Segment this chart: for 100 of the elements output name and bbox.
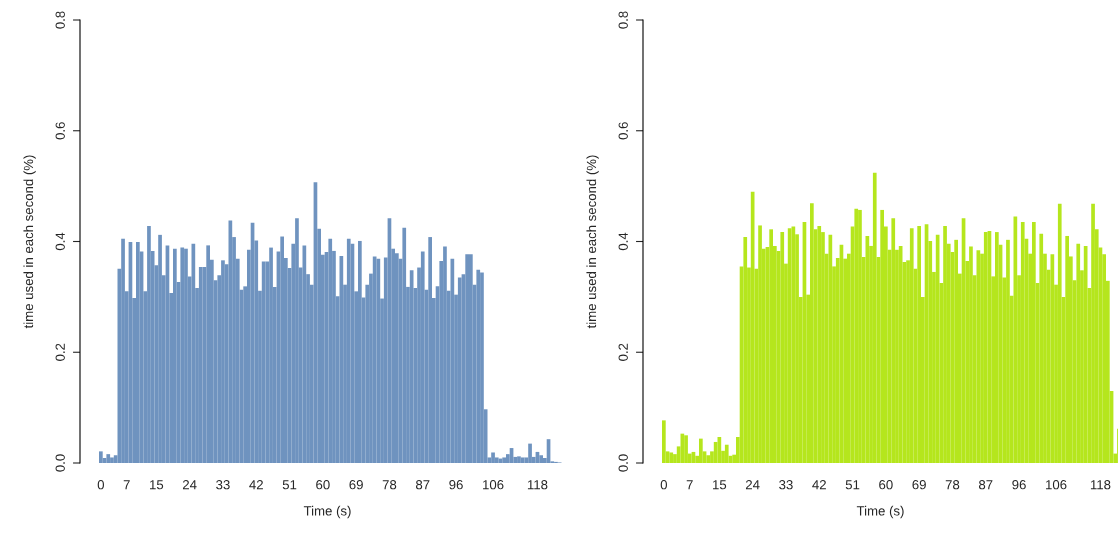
x-tick-label: 106 — [1046, 480, 1067, 490]
bar — [1039, 233, 1044, 463]
bar — [954, 239, 958, 463]
x-tick-label: 78 — [382, 480, 397, 490]
x-tick-label: 0 — [97, 480, 104, 490]
bar — [110, 457, 114, 463]
bar — [1020, 222, 1025, 463]
bar — [717, 436, 722, 463]
bar — [358, 240, 362, 463]
y-tick-label: 0.2 — [55, 343, 65, 361]
x-axis-title: Time (s) — [856, 505, 904, 519]
x-tick-label: 87 — [415, 480, 430, 490]
bar — [1032, 222, 1036, 463]
bar — [1057, 203, 1062, 463]
bar — [1013, 216, 1018, 463]
bar — [817, 226, 822, 463]
bar — [662, 420, 666, 463]
bar — [147, 226, 151, 463]
x-tick-label: 96 — [1012, 480, 1026, 490]
x-tick-label: 42 — [249, 480, 263, 490]
bar — [402, 227, 407, 463]
x-tick-label: 51 — [282, 480, 297, 490]
bar — [539, 455, 543, 463]
bar — [450, 258, 455, 463]
bar — [858, 209, 862, 463]
bar — [261, 261, 266, 463]
x-tick-label: 24 — [182, 480, 197, 490]
bar — [680, 433, 685, 463]
x-tick-label: 87 — [978, 480, 993, 490]
bar — [376, 258, 381, 463]
bar — [428, 237, 432, 463]
bar — [780, 232, 785, 463]
bar — [420, 251, 425, 463]
bar — [865, 235, 870, 463]
bar — [491, 452, 495, 463]
x-tick-label: 33 — [216, 480, 230, 490]
bar — [699, 438, 703, 463]
x-tick-label: 15 — [150, 480, 164, 490]
bar — [909, 228, 914, 463]
bar — [1006, 239, 1010, 463]
bar — [480, 272, 484, 463]
x-tick-label: 106 — [483, 480, 504, 490]
y-axis-title: time used in each second (%) — [23, 155, 36, 329]
bar — [328, 238, 333, 463]
x-tick-label: 69 — [912, 480, 926, 490]
y-tick-label: 0.8 — [55, 11, 65, 29]
y-tick-label: 0.2 — [618, 343, 628, 361]
bar — [969, 246, 973, 463]
y-axis-title: time used in each second (%) — [586, 155, 599, 329]
bar — [669, 452, 674, 463]
bar — [198, 266, 203, 463]
x-tick-label: 60 — [879, 480, 893, 490]
bar — [917, 226, 921, 463]
bar — [1076, 243, 1081, 463]
bar — [1091, 203, 1095, 463]
x-tick-label: 7 — [123, 480, 130, 490]
y-tick-label: 0.8 — [618, 11, 628, 29]
x-tick-label: 51 — [845, 480, 860, 490]
bar — [787, 228, 792, 463]
bar — [457, 277, 462, 463]
x-tick-label: 42 — [812, 480, 826, 490]
bar — [810, 203, 814, 463]
y-tick-label: 0.4 — [618, 232, 628, 251]
x-tick-label: 7 — [686, 480, 693, 490]
bar — [983, 232, 988, 463]
x-tick-label: 118 — [527, 480, 548, 490]
bar — [476, 269, 481, 463]
x-tick-label: 33 — [779, 480, 793, 490]
bar — [99, 451, 103, 463]
bar — [769, 229, 773, 463]
bar — [502, 457, 506, 463]
bar — [106, 454, 111, 463]
bar — [880, 209, 884, 463]
x-tick-label: 78 — [945, 480, 960, 490]
x-tick-label: 118 — [1090, 480, 1111, 490]
x-tick-label: 60 — [316, 480, 330, 490]
bar — [528, 443, 532, 463]
bar — [346, 238, 351, 463]
x-tick-label: 96 — [449, 480, 463, 490]
x-tick-label: 24 — [745, 480, 760, 490]
bar — [520, 457, 525, 463]
bar — [180, 247, 185, 463]
bar — [1065, 235, 1069, 463]
y-tick-label: 0.4 — [55, 232, 65, 251]
bar — [724, 444, 729, 463]
bar — [758, 225, 762, 463]
y-tick-label: 0.6 — [55, 122, 65, 140]
bar — [943, 226, 947, 463]
y-tick-label: 0.6 — [618, 122, 628, 140]
x-tick-label: 15 — [713, 480, 727, 490]
bar — [684, 435, 688, 463]
x-tick-label: 0 — [660, 480, 667, 490]
y-tick-label: 0.0 — [618, 454, 628, 472]
bar — [409, 270, 414, 463]
bar — [743, 237, 748, 463]
bar — [854, 208, 859, 463]
bar — [1083, 245, 1088, 463]
bar — [995, 232, 999, 463]
x-tick-label: 69 — [349, 480, 363, 490]
x-axis-title: Time (s) — [303, 505, 351, 519]
